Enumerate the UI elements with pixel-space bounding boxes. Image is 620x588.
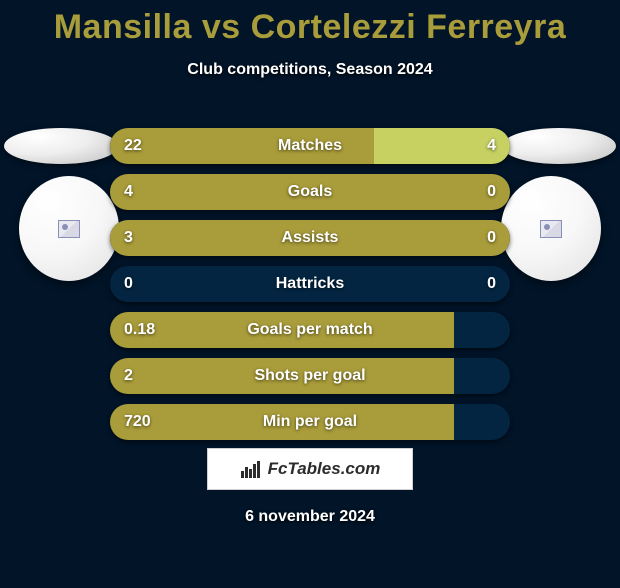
logo-text: FcTables.com <box>268 459 381 479</box>
image-placeholder-icon <box>540 220 562 238</box>
stat-row: Matches224 <box>110 128 510 164</box>
site-logo: FcTables.com <box>207 448 413 490</box>
image-placeholder-icon <box>58 220 80 238</box>
page-title: Mansilla vs Cortelezzi Ferreyra <box>0 8 620 47</box>
stat-row: Min per goal720 <box>110 404 510 440</box>
stat-bar-right <box>374 128 510 164</box>
player-avatar-left <box>19 176 119 281</box>
stat-row: Assists30 <box>110 220 510 256</box>
stat-row: Hattricks0 0 <box>110 266 510 302</box>
stat-bar-left <box>110 128 374 164</box>
stat-bar-left <box>110 174 510 210</box>
bar-chart-icon <box>240 459 262 479</box>
stat-bar-left <box>110 358 454 394</box>
stat-label: Hattricks <box>110 266 510 302</box>
stat-row: Goals40 <box>110 174 510 210</box>
stat-row: Shots per goal2 <box>110 358 510 394</box>
stat-value-right: 0 <box>487 266 496 302</box>
stat-row: Goals per match0.18 <box>110 312 510 348</box>
stat-bar-left <box>110 220 510 256</box>
date-caption: 6 november 2024 <box>0 508 620 526</box>
stat-value-left: 0 <box>124 266 133 302</box>
stat-bar-left <box>110 312 454 348</box>
flag-right <box>502 128 616 164</box>
stats-bars: Matches224 Goals40 Assists30 Hattricks0 0 Goa… <box>110 128 510 450</box>
flag-left <box>4 128 118 164</box>
player-avatar-right <box>501 176 601 281</box>
subtitle: Club competitions, Season 2024 <box>0 61 620 79</box>
stat-bar-left <box>110 404 454 440</box>
